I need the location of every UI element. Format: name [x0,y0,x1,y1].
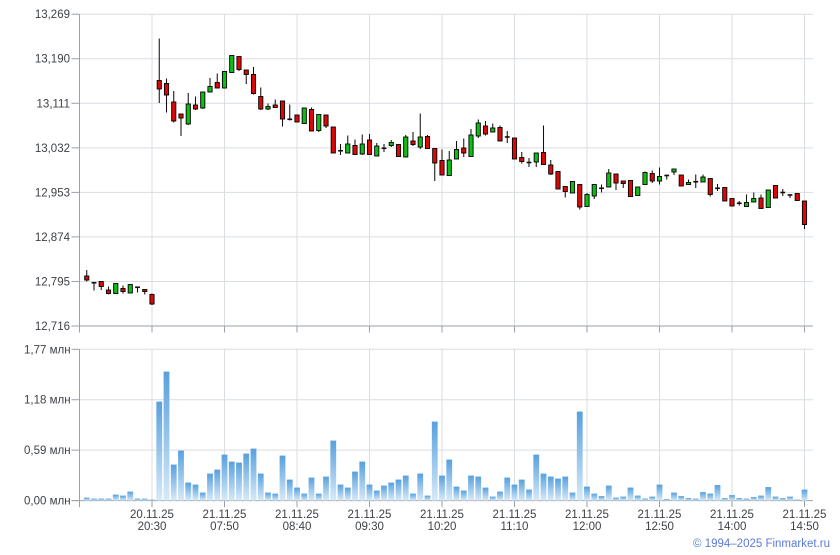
svg-text:12,716: 12,716 [35,321,70,333]
svg-text:0,59 млн: 0,59 млн [24,445,71,457]
svg-text:12,953: 12,953 [35,187,70,199]
svg-text:08:40: 08:40 [283,521,312,533]
svg-text:13,111: 13,111 [37,98,70,110]
svg-text:12,874: 12,874 [35,232,71,244]
svg-text:20:30: 20:30 [138,521,167,533]
svg-text:21.11.25: 21.11.25 [710,509,754,521]
svg-text:21.11.25: 21.11.25 [203,509,247,521]
svg-text:13,032: 13,032 [35,143,70,155]
svg-text:07:50: 07:50 [210,521,239,533]
svg-text:21.11.25: 21.11.25 [420,509,464,521]
svg-text:1,18 млн: 1,18 млн [24,395,71,407]
svg-text:11:10: 11:10 [501,521,529,533]
svg-text:12,795: 12,795 [35,276,70,288]
svg-text:14:00: 14:00 [718,521,747,533]
svg-text:21.11.25: 21.11.25 [565,509,609,521]
svg-text:10:20: 10:20 [428,521,457,533]
svg-text:0,00 млн: 0,00 млн [24,496,71,508]
svg-text:13,269: 13,269 [35,9,70,21]
svg-text:09:30: 09:30 [355,521,384,533]
svg-text:21.11.25: 21.11.25 [783,509,827,521]
svg-text:1,77 млн: 1,77 млн [24,344,71,356]
svg-text:13,190: 13,190 [35,54,70,66]
svg-text:21.11.25: 21.11.25 [275,509,319,521]
svg-text:14:50: 14:50 [790,521,819,533]
svg-text:21.11.25: 21.11.25 [348,509,392,521]
svg-text:12:00: 12:00 [573,521,602,533]
svg-text:21.11.25: 21.11.25 [638,509,682,521]
svg-text:20.11.25: 20.11.25 [130,509,174,521]
svg-text:12:50: 12:50 [645,521,674,533]
svg-text:© 1994–2025 Finmarket.ru: © 1994–2025 Finmarket.ru [693,538,830,550]
svg-text:21.11.25: 21.11.25 [493,509,537,521]
